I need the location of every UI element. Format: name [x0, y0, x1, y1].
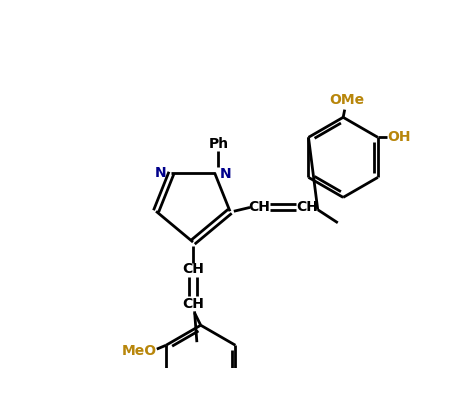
Text: Ph: Ph: [208, 137, 228, 150]
Text: CH: CH: [248, 200, 270, 214]
Text: CH: CH: [296, 200, 318, 214]
Text: OH: OH: [388, 131, 411, 144]
Text: OMe: OMe: [329, 93, 365, 107]
Text: MeO: MeO: [122, 344, 157, 358]
Text: N: N: [155, 166, 166, 180]
Text: CH: CH: [182, 262, 204, 276]
Text: N: N: [219, 167, 231, 181]
Text: CH: CH: [182, 297, 204, 311]
